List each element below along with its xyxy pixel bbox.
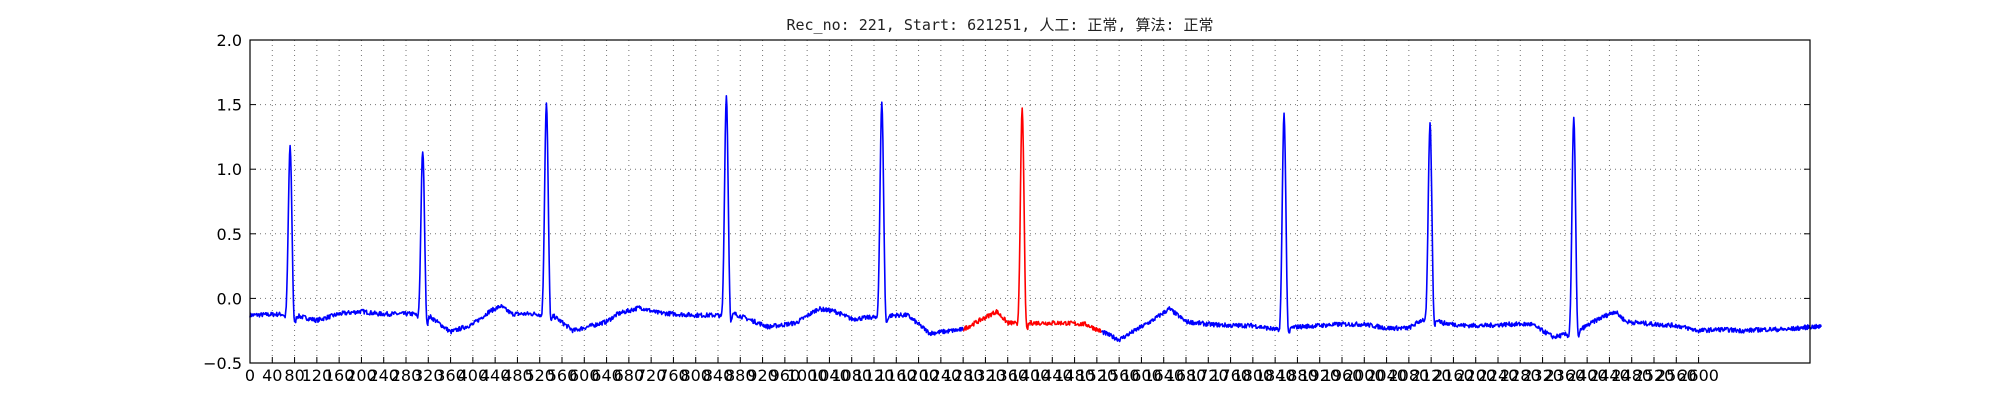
x-tick-label: 1880 [1277,366,1318,385]
x-tick-label: 2040 [1366,366,1407,385]
y-tick-label: −0.5 [203,354,242,373]
x-tick-label: 1760 [1210,366,1251,385]
x-tick-label: 1160 [876,366,917,385]
chart-title: Rec_no: 221, Start: 621251, 人工: 正常, 算法: … [786,16,1213,34]
x-tick-label: 1680 [1166,366,1207,385]
x-tick-label: 1000 [787,366,828,385]
x-tick-label: 800 [680,366,711,385]
x-tick-label: 680 [614,366,645,385]
x-tick-label: 960 [770,366,801,385]
x-tick-label: 880 [725,366,756,385]
y-tick-label: 0.0 [217,289,242,308]
x-tick-label: 1360 [987,366,1028,385]
x-tick-label: 1840 [1255,366,1296,385]
x-tick-label: 1040 [809,366,850,385]
x-tick-label: 520 [524,366,555,385]
x-tick-label: 2240 [1478,366,1519,385]
x-tick-label: 2280 [1500,366,1541,385]
y-tick-label: 1.0 [217,160,242,179]
x-tick-label: 320 [413,366,444,385]
x-tick-label: 840 [703,366,734,385]
x-tick-label: 2560 [1656,366,1697,385]
ecg-segment-2 [1101,112,1822,343]
x-tick-label: 2400 [1567,366,1608,385]
x-tick-label: 360 [435,366,466,385]
x-tick-label: 120 [302,366,333,385]
x-tick-label: 760 [658,366,689,385]
x-tick-label: 1800 [1232,366,1273,385]
x-tick-label: 1200 [898,366,939,385]
grid-lines [250,40,1810,363]
x-tick-label: 200 [346,366,377,385]
x-tick-label: 640 [591,366,622,385]
x-tick-label: 2440 [1589,366,1630,385]
x-tick-label: 2080 [1388,366,1429,385]
x-tick-label: 2360 [1544,366,1585,385]
x-tick-label: 80 [284,366,304,385]
x-tick-label: 1320 [965,366,1006,385]
x-axis-ticks: 0 40 8012016020024028032036040044048052056… [245,357,1719,385]
x-tick-label: 2320 [1522,366,1563,385]
y-tick-label: 0.5 [217,225,242,244]
x-tick-label: 1640 [1143,366,1184,385]
x-tick-label: 280 [391,366,422,385]
x-tick-label: 1480 [1054,366,1095,385]
x-tick-label: 400 [458,366,489,385]
x-tick-label: 2120 [1411,366,1452,385]
x-tick-label: 2200 [1455,366,1496,385]
x-tick-label: 1440 [1032,366,1073,385]
x-tick-label: 1720 [1188,366,1229,385]
x-tick-label: 1400 [1010,366,1051,385]
x-tick-label: 2600 [1678,366,1719,385]
x-tick-label: 1520 [1076,366,1117,385]
x-tick-label: 40 [262,366,282,385]
x-tick-label: 1240 [920,366,961,385]
x-tick-label: 160 [324,366,355,385]
y-tick-label: 2.0 [217,31,242,50]
x-tick-label: 2160 [1433,366,1474,385]
x-tick-label: 440 [480,366,511,385]
x-tick-label: 2520 [1634,366,1675,385]
x-tick-label: 920 [747,366,778,385]
x-tick-label: 480 [502,366,533,385]
y-axis-ticks: −0.5 0.0 0.5 1.0 1.5 2.0 [203,31,1810,373]
y-tick-label: 1.5 [217,96,242,115]
x-tick-label: 2000 [1344,366,1385,385]
x-tick-label: 560 [547,366,578,385]
x-tick-label: 1560 [1099,366,1140,385]
x-tick-label: 1960 [1322,366,1363,385]
x-tick-label: 0 [245,366,255,385]
x-tick-label: 2480 [1611,366,1652,385]
x-tick-label: 1280 [943,366,984,385]
x-tick-label: 1920 [1299,366,1340,385]
x-tick-label: 1120 [854,366,895,385]
x-tick-label: 1080 [831,366,872,385]
x-tick-label: 1600 [1121,366,1162,385]
x-tick-label: 600 [569,366,600,385]
x-tick-label: 720 [636,366,667,385]
x-tick-label: 240 [368,366,399,385]
ecg-series [249,94,1822,343]
ecg-segment-0 [249,94,964,337]
ecg-segment-1 [962,107,1103,333]
